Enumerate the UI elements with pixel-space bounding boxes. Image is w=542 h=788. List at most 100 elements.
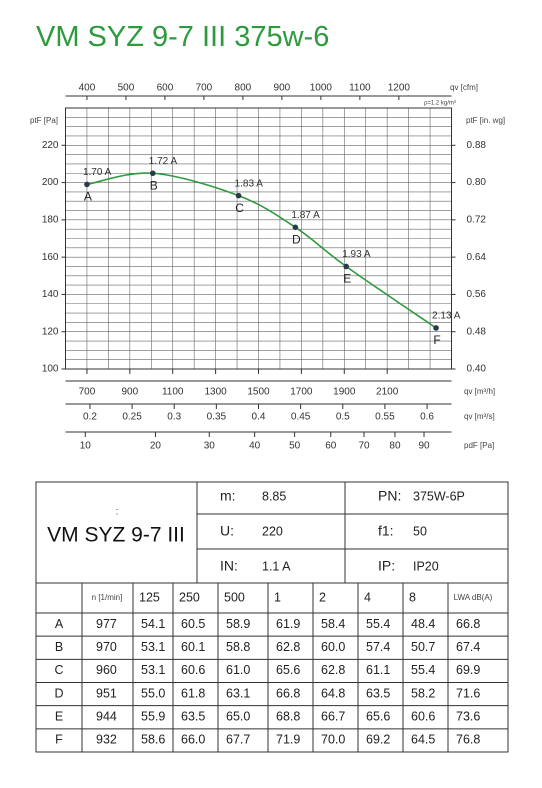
point-name: F bbox=[433, 333, 440, 347]
table-cell: C bbox=[54, 663, 63, 677]
model-name: VM SYZ 9-7 III bbox=[47, 524, 185, 547]
table-cell: 58.4 bbox=[321, 617, 345, 631]
spec-value: 8.85 bbox=[262, 489, 286, 503]
table-cell: 62.8 bbox=[276, 640, 300, 654]
table-cell: 55.4 bbox=[411, 663, 435, 677]
column-header: 500 bbox=[224, 590, 245, 604]
table-cell: 73.6 bbox=[456, 710, 480, 724]
column-header: 8 bbox=[409, 590, 416, 604]
top-tick-label: 900 bbox=[274, 83, 291, 94]
top-tick-label: 500 bbox=[118, 83, 135, 94]
spec-value: 375W-6P bbox=[413, 489, 465, 503]
table-cell: 57.4 bbox=[366, 640, 390, 654]
page-title: VM SYZ 9-7 III 375w-6 bbox=[36, 21, 329, 53]
axis-tick-label: 0.5 bbox=[336, 412, 350, 423]
table-cell: 65.0 bbox=[226, 710, 250, 724]
x-tick-label: 2100 bbox=[376, 387, 399, 398]
x-tick-label: 1500 bbox=[247, 387, 270, 398]
table-cell: 55.4 bbox=[366, 617, 390, 631]
table-cell: 66.8 bbox=[456, 617, 480, 631]
operating-point bbox=[292, 224, 299, 231]
y-tick-label: 140 bbox=[42, 289, 59, 300]
current-label: 1.72 A bbox=[149, 156, 178, 167]
table-cell: 58.9 bbox=[226, 617, 250, 631]
axis-tick-label: 0.4 bbox=[252, 412, 266, 423]
axis-tick-label: 30 bbox=[204, 441, 216, 452]
top-tick-label: 1000 bbox=[310, 83, 333, 94]
y-tick-label: 100 bbox=[42, 364, 59, 375]
table-cell: 67.7 bbox=[226, 733, 250, 747]
top-tick-label: 800 bbox=[235, 83, 252, 94]
axis-tick-label: 80 bbox=[389, 441, 401, 452]
table-cell: 62.8 bbox=[321, 663, 345, 677]
table-cell: 69.2 bbox=[366, 733, 390, 747]
top-tick-label: 600 bbox=[157, 83, 174, 94]
table-cell: 58.8 bbox=[226, 640, 250, 654]
y-tick-label: 120 bbox=[42, 326, 59, 337]
axis-tick-label: 0.6 bbox=[420, 412, 434, 423]
table-cell: 977 bbox=[96, 617, 117, 631]
axis-tick-label: 20 bbox=[150, 441, 162, 452]
table-cell: 64.8 bbox=[321, 686, 345, 700]
table-cell: B bbox=[55, 640, 63, 654]
current-label: 1.83 A bbox=[235, 178, 264, 189]
y2-tick-label: 0.64 bbox=[467, 252, 487, 263]
spec-label: m: bbox=[220, 488, 236, 504]
spec-value: 220 bbox=[262, 524, 283, 538]
table-cell: 63.5 bbox=[366, 686, 390, 700]
operating-point bbox=[433, 325, 439, 331]
table-cell: 76.8 bbox=[456, 733, 480, 747]
axis-tick-label: 0.35 bbox=[207, 412, 227, 423]
axis-tick-label: 90 bbox=[418, 441, 430, 452]
current-label: 1.70 A bbox=[83, 167, 112, 178]
table-cell: 60.6 bbox=[411, 710, 435, 724]
column-header: 250 bbox=[179, 590, 200, 604]
axis-tick-label: 0.2 bbox=[83, 412, 97, 423]
y2-tick-label: 0.72 bbox=[467, 214, 487, 225]
axis-label: qv [m³/s] bbox=[464, 412, 495, 421]
column-header: LWA dB(A) bbox=[454, 593, 493, 602]
table-cell: 960 bbox=[96, 663, 117, 677]
x-tick-label: 1900 bbox=[333, 387, 356, 398]
table-cell: 53.1 bbox=[141, 640, 165, 654]
x-tick-label: 700 bbox=[79, 387, 96, 398]
table-cell: E bbox=[55, 710, 63, 724]
axis-tick-label: 70 bbox=[358, 441, 370, 452]
spec-value: 50 bbox=[413, 524, 427, 538]
table-cell: 944 bbox=[96, 710, 117, 724]
table-cell: 68.8 bbox=[276, 710, 300, 724]
spec-label: f1: bbox=[378, 523, 394, 539]
y2-tick-label: 0.88 bbox=[467, 140, 487, 151]
y-tick-label: 180 bbox=[42, 214, 59, 225]
table-cell: 61.0 bbox=[226, 663, 250, 677]
table-cell: 67.4 bbox=[456, 640, 480, 654]
column-header: 4 bbox=[364, 590, 371, 604]
table-cell: 60.1 bbox=[181, 640, 205, 654]
table-cell: 65.6 bbox=[366, 710, 390, 724]
density-note: ρ=1.2 kg/m³ bbox=[424, 101, 456, 107]
x-tick-label: 900 bbox=[121, 387, 138, 398]
table-cell: 66.8 bbox=[276, 686, 300, 700]
table-cell: 60.5 bbox=[181, 617, 205, 631]
table-cell: 70.0 bbox=[321, 733, 345, 747]
axis-tick-label: 10 bbox=[80, 441, 92, 452]
current-label: 2.13 A bbox=[432, 311, 461, 322]
table-frame bbox=[35, 481, 509, 753]
x-tick-label: 1100 bbox=[162, 387, 184, 398]
fan-curve bbox=[86, 172, 437, 329]
table-cell: 61.1 bbox=[366, 663, 390, 677]
colon: : bbox=[116, 507, 119, 518]
table-cell: 64.5 bbox=[411, 733, 435, 747]
y-tick-label: 220 bbox=[42, 140, 59, 151]
table-cell: 53.1 bbox=[141, 663, 165, 677]
top-tick-label: 1200 bbox=[388, 83, 411, 94]
table-cell: 60.0 bbox=[321, 640, 345, 654]
axis-tick-label: 0.25 bbox=[122, 412, 142, 423]
current-label: 1.87 A bbox=[291, 210, 320, 221]
y-tick-label: 200 bbox=[42, 177, 59, 188]
y-axis-label: ptF [Pa] bbox=[30, 116, 58, 125]
table-cell: 66.0 bbox=[181, 733, 205, 747]
y2-tick-label: 0.48 bbox=[467, 326, 487, 337]
point-name: D bbox=[292, 232, 301, 246]
